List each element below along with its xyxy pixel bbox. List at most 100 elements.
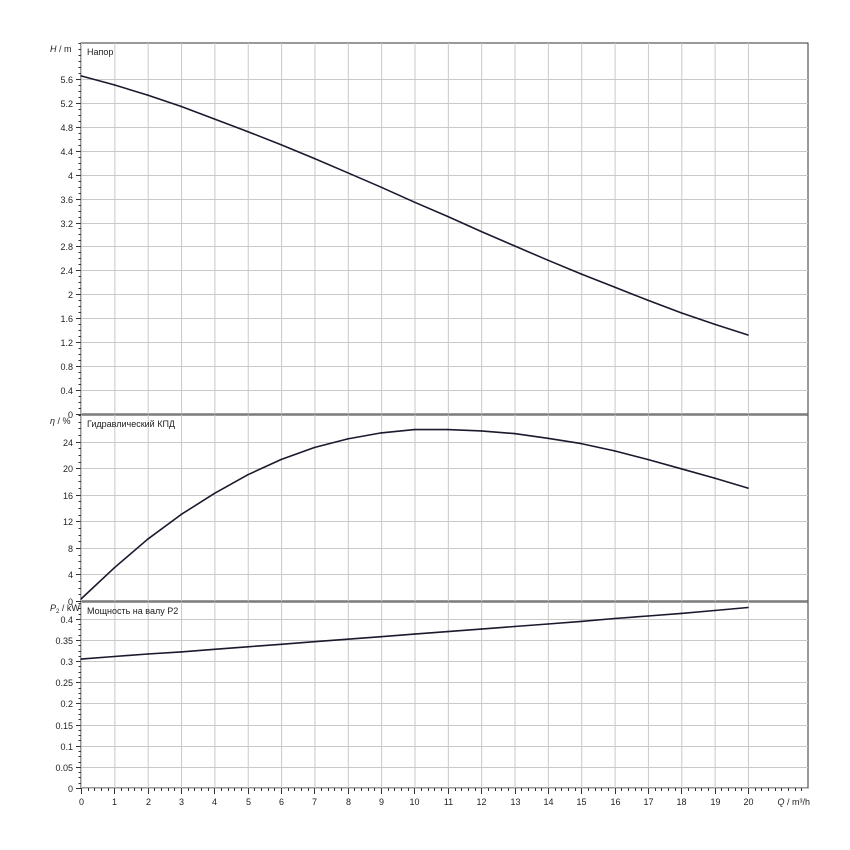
data-point <box>647 458 649 461</box>
x-tick-label: 9 <box>379 797 384 807</box>
data-point <box>213 118 216 120</box>
data-point <box>246 130 249 133</box>
y-tick-label: 1.2 <box>60 338 73 348</box>
y-axis-label: η / % <box>50 416 71 426</box>
y-tick-label: 16 <box>63 491 73 501</box>
data-point <box>146 538 149 540</box>
x-tick-label: 2 <box>146 797 151 807</box>
y-tick-label: 4.4 <box>60 147 73 157</box>
data-point <box>246 646 249 648</box>
series-label: Напор <box>87 47 113 57</box>
x-tick-label: 3 <box>179 797 184 807</box>
data-point <box>413 633 416 635</box>
data-point <box>513 625 516 628</box>
data-point <box>747 334 749 336</box>
data-point <box>580 273 582 275</box>
x-axis-label: Q / m³/h <box>777 797 810 807</box>
data-point <box>113 567 116 569</box>
x-tick-label: 14 <box>543 797 553 807</box>
y-tick-label: 24 <box>63 438 73 448</box>
data-point <box>347 438 349 440</box>
y-tick-label: 0.1 <box>60 742 73 752</box>
x-tick-label: 19 <box>710 797 720 807</box>
data-point <box>413 201 416 203</box>
y-tick-label: 0.05 <box>55 763 73 773</box>
panel-power: 0 0.05 0.1 0.15 0.2 0.25 0.3 0.35 0.4P2 / kW Мощн… <box>50 601 809 794</box>
data-point <box>447 428 449 431</box>
data-point <box>313 446 316 449</box>
y-tick-label: 3.2 <box>60 219 73 229</box>
data-point <box>280 643 282 646</box>
x-tick-label: 20 <box>743 797 753 807</box>
data-point <box>680 312 683 314</box>
data-point <box>613 617 616 620</box>
y-tick-label: 2 <box>68 290 73 300</box>
data-point <box>313 640 316 643</box>
x-tick-label: 16 <box>610 797 620 807</box>
x-tick-label: 17 <box>643 797 653 807</box>
plot-frame <box>80 601 809 789</box>
data-point <box>547 623 549 625</box>
y-tick-label: 0 <box>68 410 73 420</box>
x-tick-label: 5 <box>246 797 251 807</box>
data-point <box>747 606 749 609</box>
data-point <box>580 442 582 445</box>
data-point <box>146 653 149 655</box>
data-point <box>613 450 616 452</box>
y-tick-label: 4.8 <box>60 123 73 133</box>
data-point <box>480 430 483 432</box>
y-tick-label: 0.35 <box>55 636 73 646</box>
y-tick-label: 0.15 <box>55 721 73 731</box>
y-tick-label: 2.8 <box>60 242 73 252</box>
data-point <box>547 437 549 440</box>
x-tick-label: 0 <box>79 797 84 807</box>
data-point <box>380 635 382 638</box>
x-tick-label: 8 <box>346 797 351 807</box>
y-tick-label: 12 <box>63 517 73 527</box>
x-tick-label: 12 <box>476 797 486 807</box>
x-tick-label: 11 <box>444 797 453 807</box>
y-axis-label: H / m <box>50 44 72 54</box>
data-point <box>80 598 82 600</box>
x-tick-label: 6 <box>279 797 284 807</box>
y-tick-label: 0.2 <box>60 699 73 709</box>
y-axis-label: P2 / kW <box>50 603 80 615</box>
data-point <box>480 628 483 630</box>
data-point <box>547 259 549 262</box>
data-point <box>447 630 449 633</box>
data-point <box>647 299 649 302</box>
data-point <box>713 323 716 326</box>
series-label: Гидравлический КПД <box>87 419 175 429</box>
x-tick-label: 4 <box>212 797 217 807</box>
panel-head: 0 0.4 0.8 1.2 1.6 2 2.4 2.8 3.2 3.6 4 4.4 4.8 5.2 5.6 H… <box>50 42 809 420</box>
data-point <box>713 609 716 612</box>
y-tick-label: 0.25 <box>55 678 73 688</box>
y-tick-label: 0 <box>68 597 73 607</box>
x-tick-label: 1 <box>112 797 117 807</box>
data-point <box>747 487 749 489</box>
y-tick-label: 2.4 <box>60 266 73 276</box>
y-tick-label: 0.8 <box>60 362 73 372</box>
data-point <box>380 186 382 188</box>
y-tick-label: 0.4 <box>60 615 73 625</box>
x-tick-label: 7 <box>312 797 317 807</box>
data-point <box>347 172 349 174</box>
y-tick-label: 8 <box>68 544 73 554</box>
data-point <box>80 658 82 660</box>
data-point <box>213 492 216 495</box>
panel-efficiency: 0 4 8 12 16 20 24 η / % Гидравлический КПД <box>50 414 809 607</box>
y-tick-label: 3.6 <box>60 195 73 205</box>
data-point <box>480 230 483 233</box>
data-point <box>180 105 182 108</box>
plot-frame <box>80 42 809 415</box>
y-tick-label: 4 <box>68 171 73 181</box>
y-tick-label: 5.6 <box>60 75 73 85</box>
data-point <box>513 245 516 247</box>
data-point <box>213 648 216 651</box>
data-point <box>113 84 116 86</box>
data-point <box>447 215 449 218</box>
data-point <box>180 651 182 653</box>
data-point <box>113 655 116 658</box>
y-tick-label: 1.6 <box>60 314 73 324</box>
